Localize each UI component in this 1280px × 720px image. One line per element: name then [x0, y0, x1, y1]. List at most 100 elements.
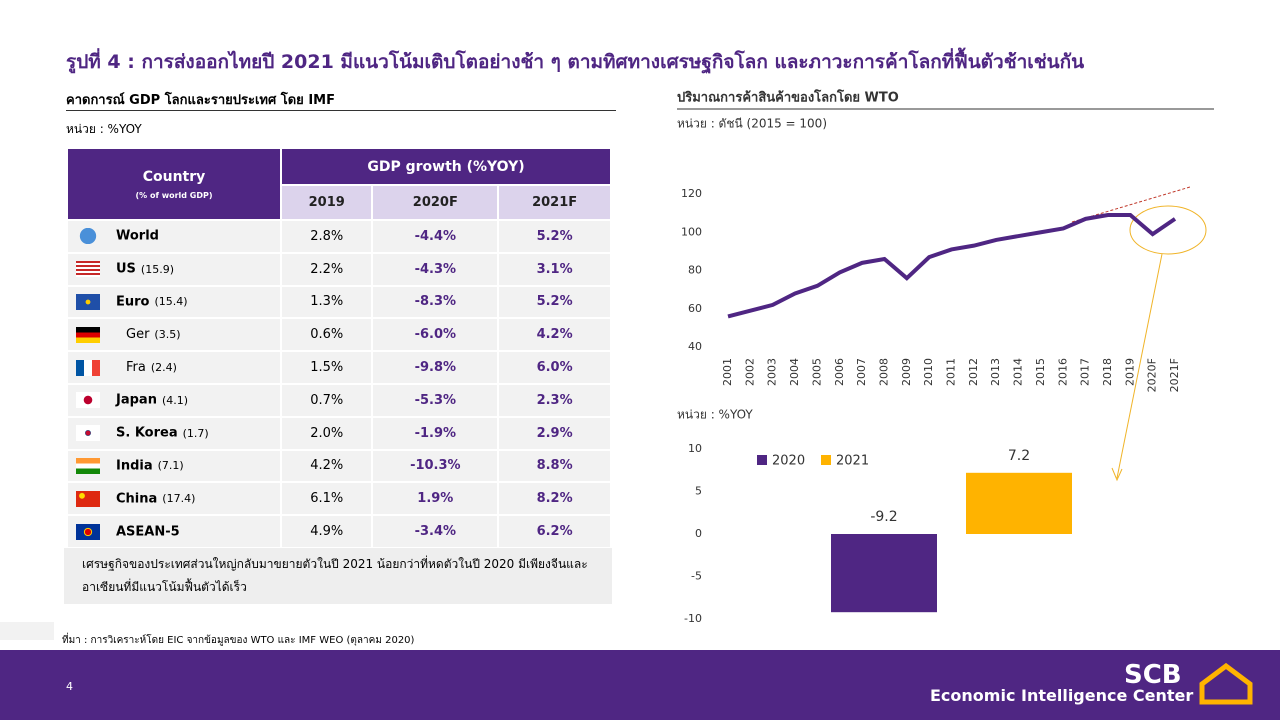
value-cell: 0.7%	[279, 382, 374, 418]
value-cell: -1.9%	[371, 415, 500, 451]
flag-icon	[76, 457, 100, 474]
legend-swatch	[821, 455, 831, 465]
bar-chart-unit: หน่วย : %YOY	[677, 408, 753, 422]
world-share: (1.7)	[182, 426, 209, 440]
country-cell: Euro (15.4)	[66, 284, 282, 320]
country-cell: China (17.4)	[66, 481, 282, 517]
country-name: S. Korea	[116, 425, 178, 441]
legend-label: 2021	[836, 454, 869, 469]
value-cell: -9.8%	[371, 350, 500, 385]
value-cell: 6.1%	[279, 481, 374, 517]
x-tick-label: 2009	[900, 358, 913, 386]
table-row: S. Korea (1.7) 2.0% -1.9% 2.9%	[66, 415, 612, 451]
value-cell: 5.2%	[497, 219, 612, 254]
line-chart-unit: หน่วย : ดัชนี (2015 = 100)	[677, 117, 827, 131]
country-name: ASEAN-5	[116, 524, 180, 540]
table-row: US (15.9) 2.2% -4.3% 3.1%	[66, 251, 612, 287]
bar	[831, 534, 937, 613]
table-row: Ger (3.5) 0.6% -6.0% 4.2%	[66, 317, 612, 353]
value-cell: 6.2%	[497, 514, 612, 549]
x-tick-label: 2014	[1012, 358, 1025, 386]
value-cell: 2.8%	[279, 219, 374, 254]
slide-title: รูปที่ 4 : การส่งออกไทยปี 2021 มีแนวโน้ม…	[66, 51, 1085, 73]
value-cell: 5.2%	[497, 284, 612, 320]
footer-band	[0, 650, 1280, 720]
world-share: (4.1)	[161, 393, 189, 407]
x-tick-label: 2015	[1034, 358, 1047, 386]
charts: ปริมาณการค้าสินค้าของโลกโดย WTO หน่วย : …	[677, 89, 1214, 625]
value-cell: 1.3%	[279, 284, 374, 320]
country-header: Country	[142, 168, 206, 185]
x-tick-label: 2013	[989, 358, 1002, 386]
rule	[66, 110, 616, 111]
country-cell: Japan (4.1)	[66, 382, 282, 418]
legend-swatch	[757, 455, 767, 465]
gdp-table: Country (% of world GDP) GDP growth (%YOY…	[66, 147, 612, 549]
world-share: (15.4)	[154, 295, 188, 309]
country-cell: S. Korea (1.7)	[66, 415, 282, 451]
x-tick-label: 2002	[743, 358, 756, 386]
y-tick-label: 0	[695, 527, 702, 540]
country-subheader: (% of world GDP)	[135, 190, 213, 200]
table-row: China (17.4) 6.1% 1.9% 8.2%	[66, 481, 612, 517]
x-tick-label: 2017	[1079, 358, 1092, 386]
value-cell: -5.3%	[371, 382, 500, 418]
x-tick-label: 2007	[855, 358, 868, 386]
x-tick-label: 2003	[766, 358, 779, 386]
data-line	[727, 213, 1177, 319]
country-name: Ger	[126, 327, 150, 343]
table-note: เศรษฐกิจของประเทศส่วนใหญ่กลับมาขยายตัวใน…	[64, 548, 612, 604]
value-cell: 2.2%	[279, 251, 374, 287]
x-tick-label: 2011	[945, 358, 958, 386]
x-tick-label: 2008	[877, 358, 890, 386]
value-cell: 2.0%	[279, 415, 374, 451]
y-tick-label: 100	[681, 225, 702, 238]
value-cell: 4.2%	[497, 317, 612, 353]
value-cell: 8.8%	[497, 448, 612, 484]
decor	[0, 622, 54, 640]
value-cell: -6.0%	[371, 317, 500, 353]
value-cell: -3.4%	[371, 514, 500, 549]
world-share: (2.4)	[150, 361, 177, 375]
y-tick-label: 10	[688, 442, 702, 455]
column-header: 2020F	[371, 184, 500, 221]
value-cell: -4.3%	[371, 251, 500, 287]
y-tick-label: 80	[688, 264, 702, 277]
source: ที่มา : การวิเคราะห์โดย EIC จากข้อมูลของ…	[62, 635, 415, 646]
logo-icon	[1199, 662, 1253, 705]
x-tick-label: 2004	[788, 358, 801, 386]
column-header: 2021F	[497, 184, 612, 221]
flag-icon	[76, 392, 100, 409]
bar	[966, 472, 1072, 534]
y-tick-label: -5	[691, 570, 702, 583]
country-cell: US (15.9)	[66, 251, 282, 287]
x-tick-label: 2006	[833, 358, 846, 386]
flag-icon	[76, 261, 100, 278]
x-tick-label: 2020F	[1146, 358, 1159, 392]
value-cell: 2.9%	[497, 415, 612, 451]
flag-icon	[76, 523, 100, 540]
country-name: World	[116, 228, 159, 244]
country-cell: Fra (2.4)	[66, 350, 282, 385]
country-cell: ASEAN-5	[66, 514, 282, 549]
flag-icon	[76, 425, 100, 442]
value-cell: 0.6%	[279, 317, 374, 353]
world-share: (15.9)	[140, 262, 174, 276]
highlight-ellipse	[1129, 205, 1207, 255]
y-tick-label: 40	[688, 340, 702, 353]
logo-subtitle: Economic Intelligence Center	[930, 686, 1194, 705]
table-row: Euro (15.4) 1.3% -8.3% 5.2%	[66, 284, 612, 320]
country-cell: Ger (3.5)	[66, 317, 282, 353]
value-cell: 3.1%	[497, 251, 612, 287]
table-row: Japan (4.1) 0.7% -5.3% 2.3%	[66, 382, 612, 418]
world-share: (7.1)	[157, 459, 184, 473]
arrow	[1116, 253, 1163, 479]
logo-name: SCB	[1124, 660, 1182, 690]
country-header-cell: Country (% of world GDP)	[66, 147, 282, 221]
group-header: GDP growth (%YOY)	[280, 147, 612, 186]
value-cell: -8.3%	[371, 284, 500, 320]
flag-icon	[76, 359, 100, 376]
value-cell: 8.2%	[497, 481, 612, 517]
x-tick-label: 2016	[1056, 358, 1069, 386]
